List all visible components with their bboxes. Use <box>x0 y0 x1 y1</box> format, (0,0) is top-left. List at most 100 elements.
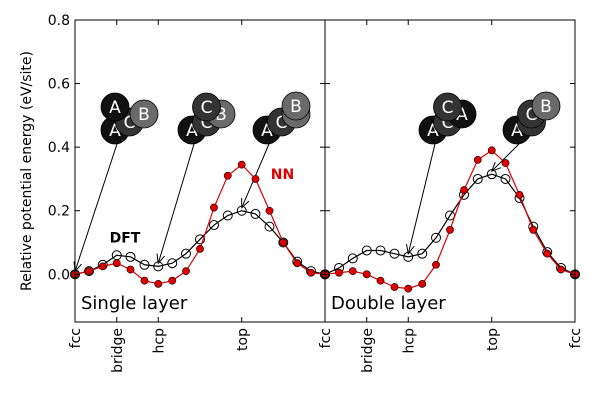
y-tick-label: 0.0 <box>48 267 70 283</box>
data-point-nn <box>473 155 482 164</box>
x-tick-label: bridge <box>110 328 126 373</box>
y-tick-label: 0.4 <box>48 140 70 156</box>
y-tick-label: 0.8 <box>48 13 70 29</box>
atom-label: C <box>201 113 213 133</box>
data-point-nn <box>335 268 343 277</box>
data-point-dft <box>125 251 136 262</box>
atom-b-circle <box>531 91 561 121</box>
atom-label: C <box>442 113 454 133</box>
data-point-dft <box>181 248 191 259</box>
data-point-dft <box>347 253 358 264</box>
data-point-nn <box>265 206 274 215</box>
series-layer: DFT NN <box>70 146 580 293</box>
data-point-dft <box>486 169 497 180</box>
atom-b-circle <box>129 99 159 129</box>
atom-stack-layer: ACBAACBCACBBACACACCB <box>100 91 561 145</box>
data-point-nn <box>515 190 524 199</box>
x-tick-label: top <box>485 328 501 351</box>
data-point-nn <box>85 267 93 276</box>
data-point-dft <box>250 208 261 219</box>
plot-frame <box>324 19 576 323</box>
data-point-dft <box>361 245 372 256</box>
data-point-nn <box>418 279 427 288</box>
data-point-nn <box>154 279 163 288</box>
atom-a-circle <box>100 92 130 122</box>
data-point-nn <box>501 159 510 167</box>
data-point-nn <box>98 262 107 271</box>
data-point-nn <box>140 276 149 285</box>
atom-label: C <box>201 98 213 118</box>
data-point-nn <box>251 175 260 183</box>
atom-b-circle <box>281 91 311 121</box>
data-point-dft <box>139 259 150 270</box>
data-point-nn <box>237 160 246 169</box>
data-point-nn <box>557 265 565 274</box>
data-point-nn <box>404 284 413 293</box>
x-tick-label: fcc <box>68 328 84 348</box>
atom-label: C <box>276 113 288 133</box>
data-point-dft <box>375 245 386 256</box>
data-point-nn <box>307 268 315 277</box>
series-label-dft: DFT <box>110 231 141 247</box>
series-line-nn <box>324 149 576 290</box>
axes-layer: fcc bridge hcp top fcc Single layer bridge hcp t… <box>19 13 584 373</box>
data-point-nn <box>126 265 135 274</box>
pointer-arrow <box>408 143 436 254</box>
data-point-dft <box>195 234 205 245</box>
atom-label: A <box>109 98 121 118</box>
atom-label: C <box>442 98 454 118</box>
pointer-arrow <box>158 143 195 263</box>
data-point-nn <box>460 186 468 194</box>
data-point-dft <box>389 248 400 259</box>
data-point-dft <box>500 173 511 184</box>
atom-label: B <box>540 97 552 117</box>
data-point-dft <box>472 173 483 184</box>
data-point-nn <box>543 249 552 258</box>
data-point-nn <box>362 270 371 279</box>
series-label-nn: NN <box>271 167 294 183</box>
data-point-nn <box>279 238 288 247</box>
atom-label: B <box>215 105 227 125</box>
data-point-nn <box>196 244 204 253</box>
data-point-nn <box>182 267 190 276</box>
data-point-dft <box>84 266 94 277</box>
data-point-nn <box>529 225 538 234</box>
data-point-dft <box>209 220 219 231</box>
data-point-nn <box>223 171 232 180</box>
data-point-dft <box>431 232 441 243</box>
data-point-nn <box>446 225 454 234</box>
panel-label: Double layer <box>331 293 446 314</box>
x-tick-label: hcp <box>151 328 167 354</box>
atom-c-circle <box>433 92 462 122</box>
data-point-nn <box>390 283 399 291</box>
y-axis-label: Relative potential energy (eV/site) <box>19 51 35 291</box>
data-point-nn <box>487 146 496 155</box>
panel-label: Single layer <box>81 293 188 314</box>
pointer-arrow <box>75 143 118 271</box>
data-point-nn <box>293 259 302 268</box>
x-tick-label: top <box>235 328 251 351</box>
data-point-dft <box>167 258 178 269</box>
data-point-dft <box>264 221 275 232</box>
y-tick-label: 0.6 <box>48 77 70 93</box>
y-tick-label: 0.2 <box>48 204 70 220</box>
data-point-dft <box>417 248 428 259</box>
data-point-nn <box>112 259 121 268</box>
x-tick-label: hcp <box>401 328 417 354</box>
data-point-nn <box>210 203 218 212</box>
data-point-dft <box>403 251 414 262</box>
data-point-nn <box>432 260 440 269</box>
x-tick-label: bridge <box>360 328 376 373</box>
x-tick-label: fcc <box>568 328 584 348</box>
atom-c-circle <box>192 92 221 122</box>
data-point-dft <box>278 237 289 248</box>
data-point-dft <box>222 210 233 221</box>
atom-label: B <box>138 105 150 125</box>
data-point-nn <box>376 276 385 285</box>
data-point-dft <box>236 205 247 216</box>
data-point-dft <box>153 261 164 272</box>
x-tick-label: fcc <box>318 328 334 348</box>
data-point-nn <box>348 267 357 276</box>
pointer-arrow <box>492 143 520 171</box>
